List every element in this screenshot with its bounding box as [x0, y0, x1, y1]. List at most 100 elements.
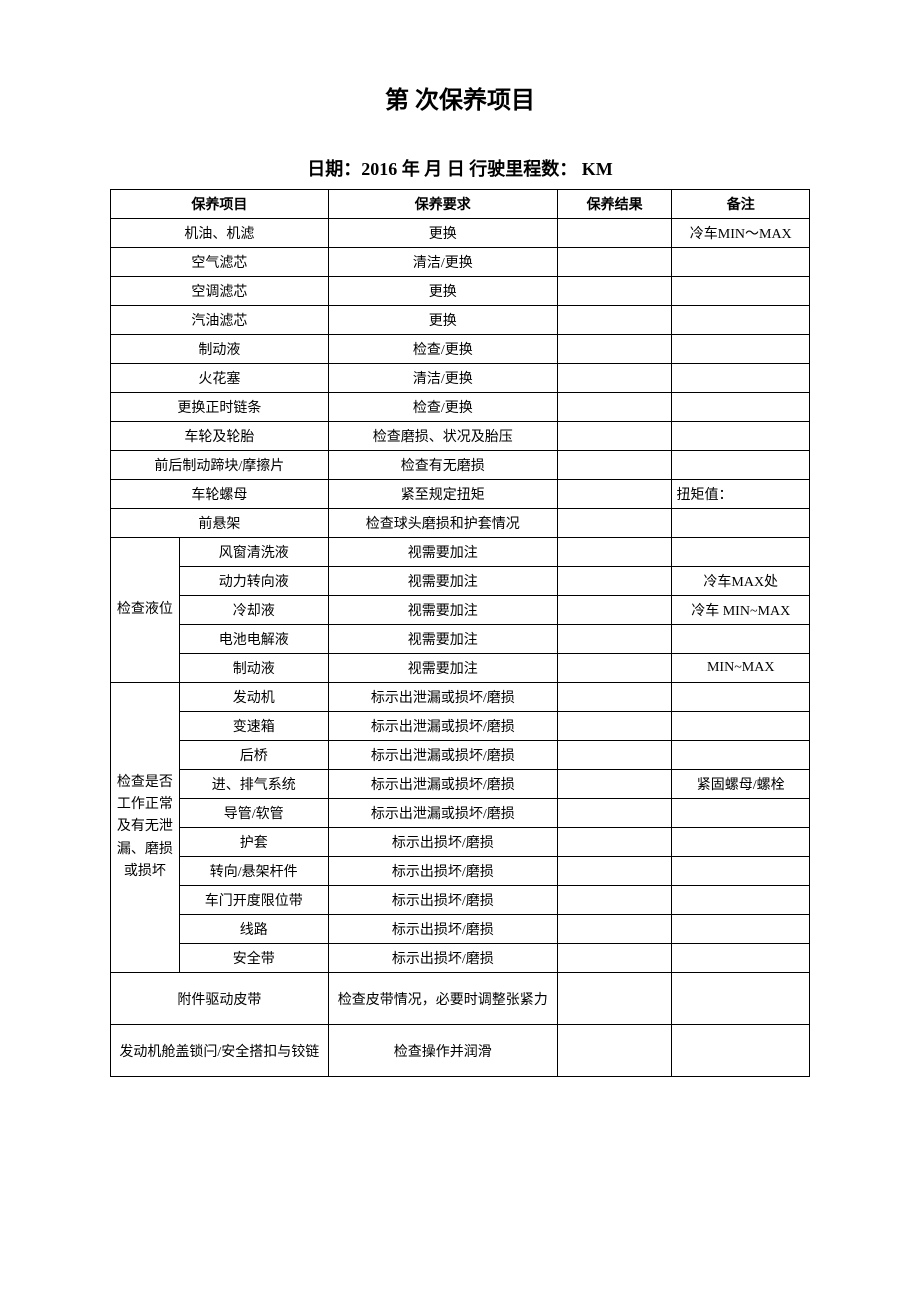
req-cell: 视需要加注: [328, 654, 557, 683]
item-cell: 变速箱: [179, 712, 328, 741]
item-cell: 车轮螺母: [111, 480, 329, 509]
item-cell: 更换正时链条: [111, 393, 329, 422]
result-cell: [557, 480, 672, 509]
req-cell: 标示出泄漏或损坏/磨损: [328, 770, 557, 799]
note-cell: 冷车MAX处: [672, 567, 810, 596]
note-cell: [672, 1025, 810, 1077]
note-cell: [672, 422, 810, 451]
item-cell: 火花塞: [111, 364, 329, 393]
result-cell: [557, 828, 672, 857]
table-row: 变速箱 标示出泄漏或损坏/磨损: [111, 712, 810, 741]
header-result: 保养结果: [557, 190, 672, 219]
result-cell: [557, 799, 672, 828]
note-cell: [672, 973, 810, 1025]
item-cell: 动力转向液: [179, 567, 328, 596]
header-item: 保养项目: [111, 190, 329, 219]
header-requirement: 保养要求: [328, 190, 557, 219]
item-cell: 转向/悬架杆件: [179, 857, 328, 886]
note-cell: [672, 509, 810, 538]
item-cell: 制动液: [111, 335, 329, 364]
item-cell: 汽油滤芯: [111, 306, 329, 335]
req-cell: 标示出泄漏或损坏/磨损: [328, 799, 557, 828]
table-row: 车门开度限位带 标示出损坏/磨损: [111, 886, 810, 915]
note-cell: [672, 335, 810, 364]
table-row: 后桥 标示出泄漏或损坏/磨损: [111, 741, 810, 770]
table-row: 机油、机滤 更换 冷车MIN〜MAX: [111, 219, 810, 248]
table-row: 安全带 标示出损坏/磨损: [111, 944, 810, 973]
table-row: 车轮及轮胎 检查磨损、状况及胎压: [111, 422, 810, 451]
result-cell: [557, 538, 672, 567]
result-cell: [557, 335, 672, 364]
req-cell: 检查磨损、状况及胎压: [328, 422, 557, 451]
result-cell: [557, 364, 672, 393]
item-cell: 安全带: [179, 944, 328, 973]
note-cell: [672, 857, 810, 886]
req-cell: 检查有无磨损: [328, 451, 557, 480]
note-cell: [672, 712, 810, 741]
item-cell: 进、排气系统: [179, 770, 328, 799]
req-cell: 标示出损坏/磨损: [328, 944, 557, 973]
note-cell: 扭矩值：: [672, 480, 810, 509]
item-cell: 导管/软管: [179, 799, 328, 828]
note-cell: [672, 625, 810, 654]
page-title: 第 次保养项目: [110, 80, 810, 115]
note-cell: MIN~MAX: [672, 654, 810, 683]
result-cell: [557, 654, 672, 683]
table-row: 进、排气系统 标示出泄漏或损坏/磨损 紧固螺母/螺栓: [111, 770, 810, 799]
note-cell: [672, 886, 810, 915]
req-cell: 标示出泄漏或损坏/磨损: [328, 741, 557, 770]
maintenance-table: 保养项目 保养要求 保养结果 备注 机油、机滤 更换 冷车MIN〜MAX 空气滤…: [110, 189, 810, 1077]
table-row: 检查液位 风窗清洗液 视需要加注: [111, 538, 810, 567]
item-cell: 前悬架: [111, 509, 329, 538]
note-cell: [672, 741, 810, 770]
group-label-check: 检查是否工作正常及有无泄漏、磨损或损坏: [111, 683, 180, 973]
note-cell: 紧固螺母/螺栓: [672, 770, 810, 799]
req-cell: 清洁/更换: [328, 364, 557, 393]
table-row: 动力转向液 视需要加注 冷车MAX处: [111, 567, 810, 596]
result-cell: [557, 741, 672, 770]
result-cell: [557, 248, 672, 277]
result-cell: [557, 509, 672, 538]
req-cell: 更换: [328, 277, 557, 306]
note-cell: [672, 538, 810, 567]
req-cell: 紧至规定扭矩: [328, 480, 557, 509]
note-cell: [672, 944, 810, 973]
item-cell: 前后制动蹄块/摩擦片: [111, 451, 329, 480]
note-cell: [672, 306, 810, 335]
table-row: 护套 标示出损坏/磨损: [111, 828, 810, 857]
item-cell: 后桥: [179, 741, 328, 770]
result-cell: [557, 422, 672, 451]
req-cell: 标示出损坏/磨损: [328, 828, 557, 857]
table-row: 车轮螺母 紧至规定扭矩 扭矩值：: [111, 480, 810, 509]
req-cell: 检查球头磨损和护套情况: [328, 509, 557, 538]
req-cell: 标示出泄漏或损坏/磨损: [328, 712, 557, 741]
item-cell: 风窗清洗液: [179, 538, 328, 567]
note-cell: [672, 248, 810, 277]
req-cell: 检查皮带情况，必要时调整张紧力: [328, 973, 557, 1025]
req-cell: 标示出损坏/磨损: [328, 857, 557, 886]
result-cell: [557, 944, 672, 973]
note-cell: [672, 277, 810, 306]
table-row: 制动液 视需要加注 MIN~MAX: [111, 654, 810, 683]
note-cell: [672, 915, 810, 944]
note-cell: [672, 799, 810, 828]
table-row: 前悬架 检查球头磨损和护套情况: [111, 509, 810, 538]
result-cell: [557, 625, 672, 654]
result-cell: [557, 219, 672, 248]
item-cell: 制动液: [179, 654, 328, 683]
result-cell: [557, 973, 672, 1025]
item-cell: 冷却液: [179, 596, 328, 625]
table-row: 发动机舱盖锁闩/安全搭扣与铰链 检查操作并润滑: [111, 1025, 810, 1077]
req-cell: 检查/更换: [328, 335, 557, 364]
table-row: 线路 标示出损坏/磨损: [111, 915, 810, 944]
table-row: 火花塞 清洁/更换: [111, 364, 810, 393]
req-cell: 标示出泄漏或损坏/磨损: [328, 683, 557, 712]
result-cell: [557, 886, 672, 915]
result-cell: [557, 915, 672, 944]
req-cell: 标示出损坏/磨损: [328, 915, 557, 944]
req-cell: 检查操作并润滑: [328, 1025, 557, 1077]
note-cell: [672, 364, 810, 393]
req-cell: 更换: [328, 219, 557, 248]
table-row: 空气滤芯 清洁/更换: [111, 248, 810, 277]
table-row: 制动液 检查/更换: [111, 335, 810, 364]
